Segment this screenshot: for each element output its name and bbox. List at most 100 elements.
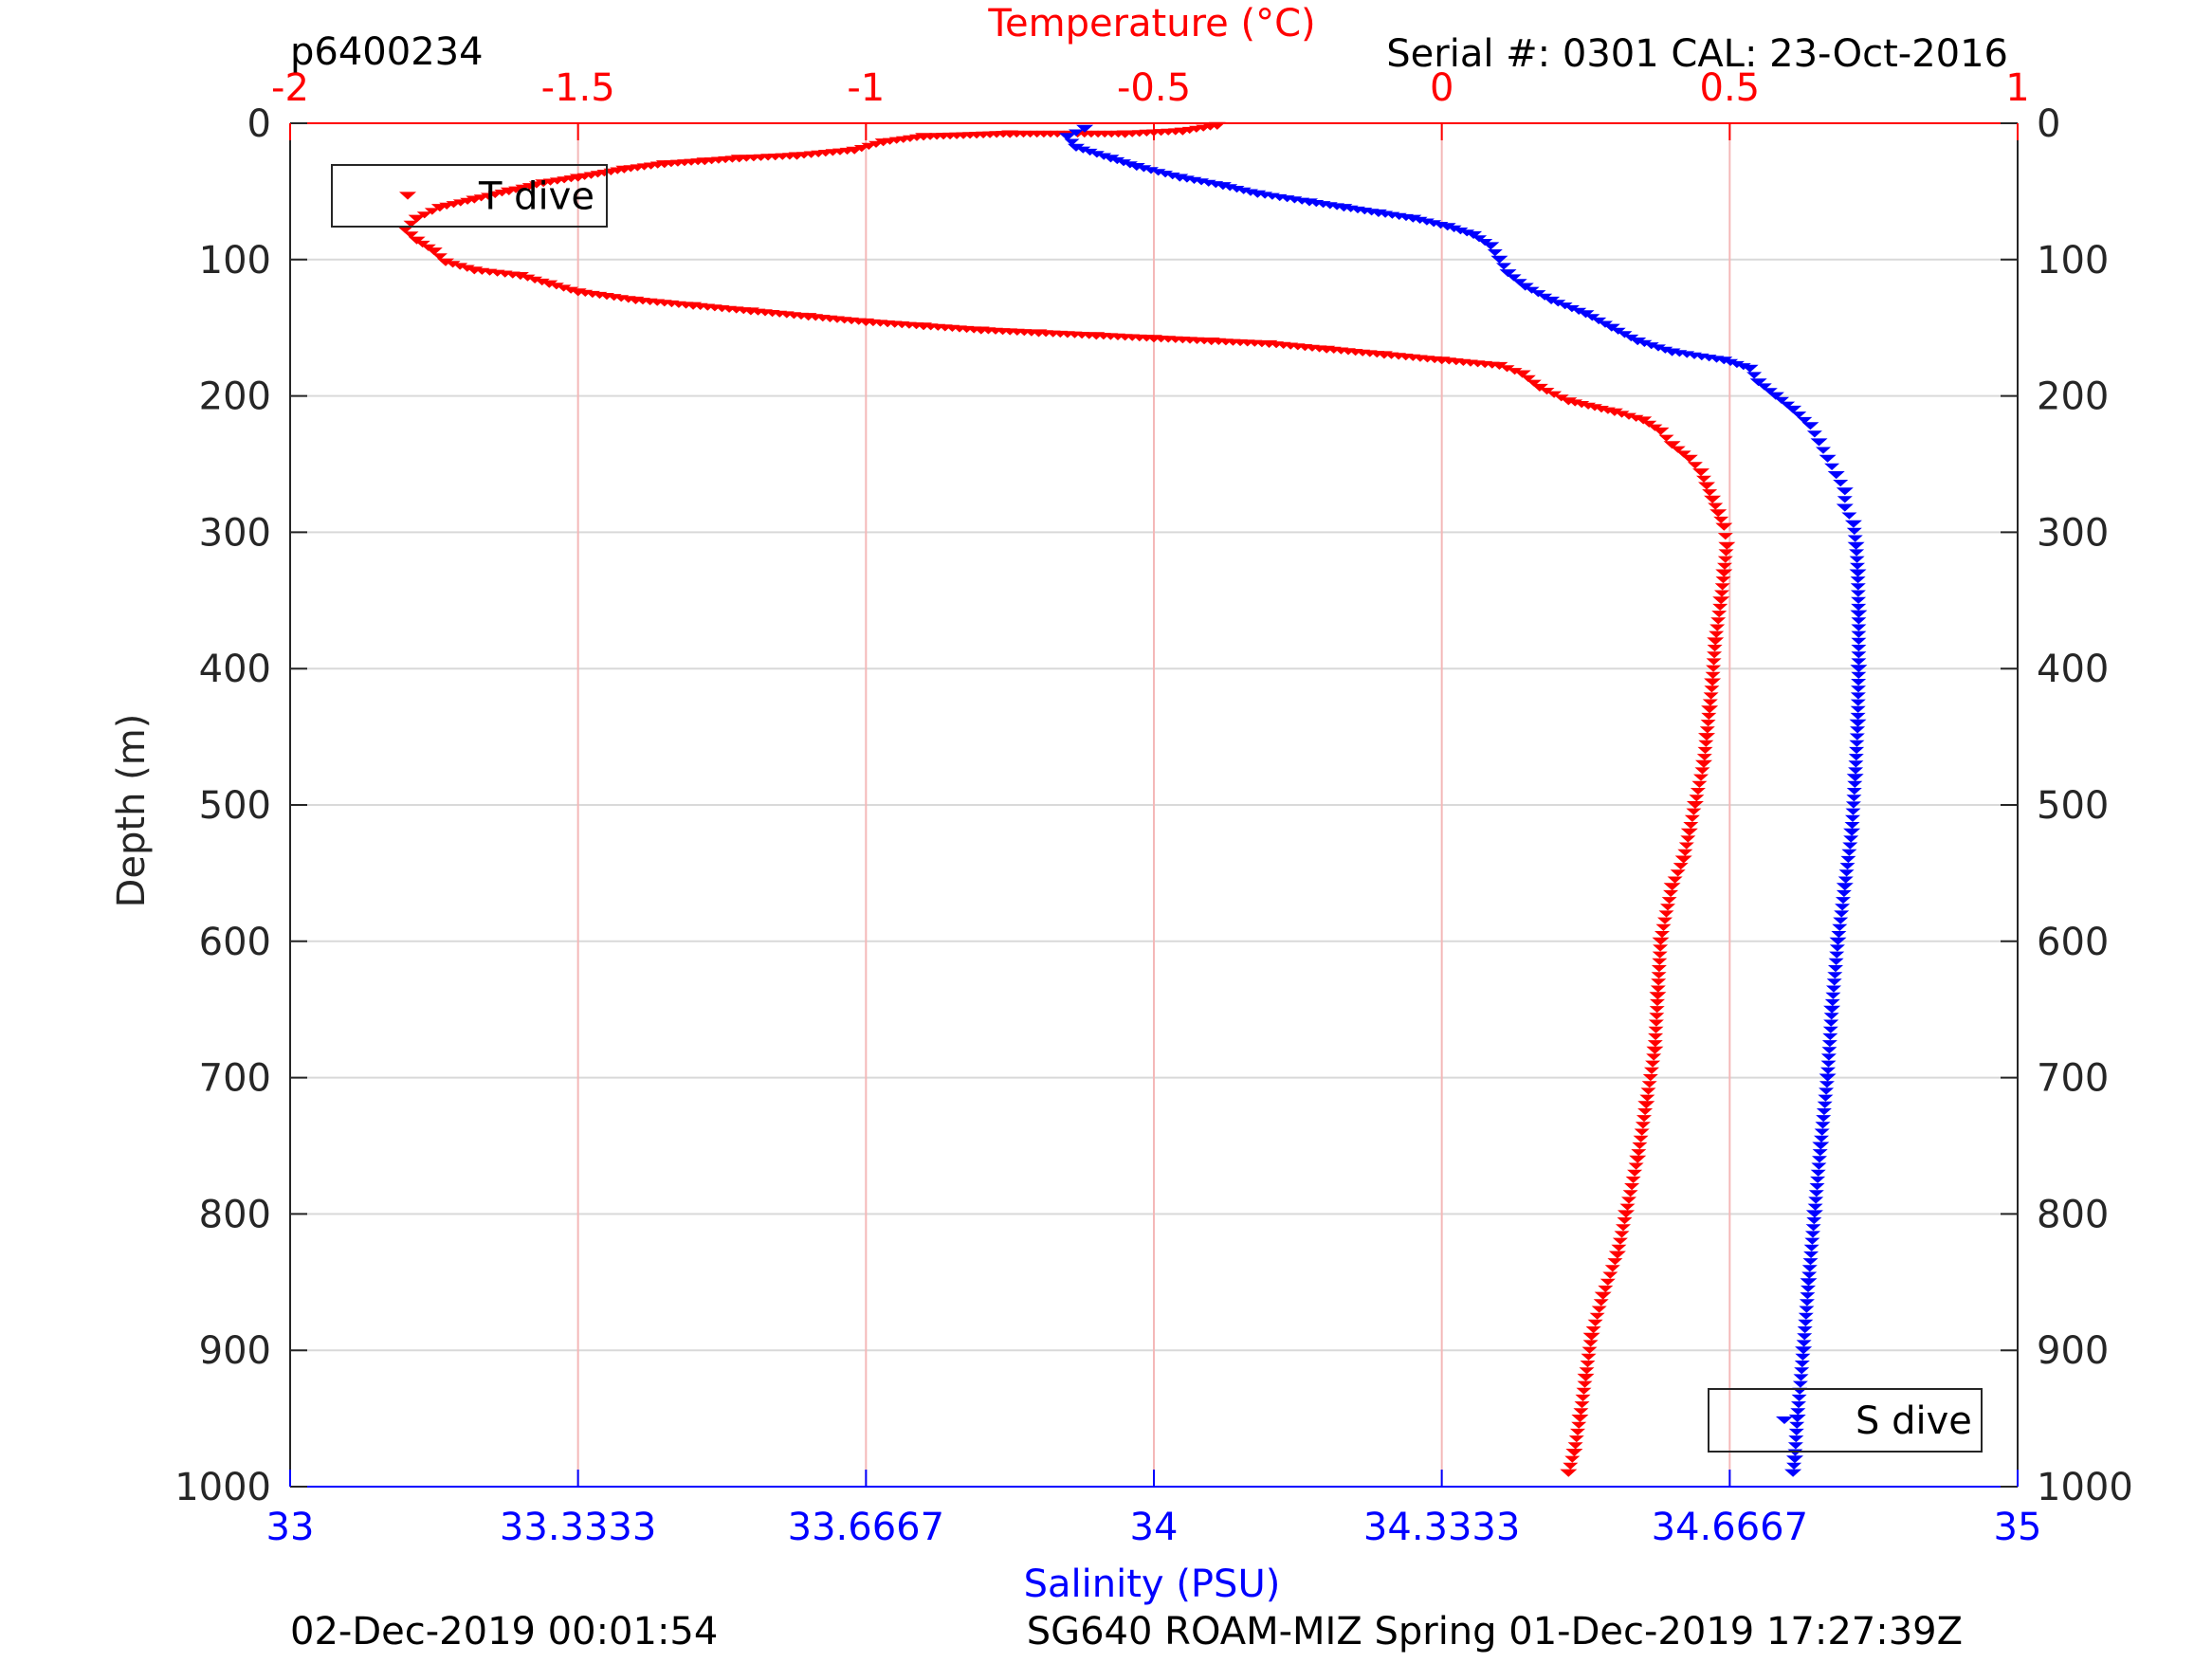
depth-tick-label-right: 1000 [2037,1466,2133,1509]
temperature-point [1699,726,1715,734]
salinity-point [1848,760,1864,768]
temperature-point [1673,863,1689,870]
salinity-point [1829,937,1847,945]
temperature-point [1499,365,1515,373]
series-layer [396,121,1868,1477]
temperature-point [1624,1183,1640,1191]
salinity-point [1849,569,1867,577]
temperature-tick-label: -0.5 [1117,66,1191,110]
temperature-point [424,208,440,215]
depth-tick-label-right: 400 [2037,648,2109,691]
salinity-point [1789,1421,1805,1429]
salinity-point [1833,917,1849,924]
temperature-point [1658,910,1674,918]
salinity-point [1793,1374,1809,1381]
temperature-point [1587,1319,1603,1326]
depth-tick-label-right: 100 [2037,239,2109,283]
temperature-point [1718,541,1736,550]
salinity-point [1811,1162,1827,1170]
temperature-point [1710,617,1727,625]
salinity-point [1801,1271,1818,1279]
temperature-tick-label: 1 [2005,66,2029,110]
salinity-point [1543,296,1561,304]
salinity-point [1819,1087,1835,1095]
temperature-point [1696,475,1711,483]
temperature-point [1651,978,1667,986]
depth-tick-label-right: 800 [2037,1193,2109,1236]
salinity-point [1814,1135,1829,1142]
salinity-point [1850,590,1866,597]
temperature-point [1641,1081,1657,1088]
salinity-point [1102,155,1120,163]
salinity-point [1816,1115,1832,1123]
temperature-point [1708,503,1724,510]
temperature-point [1700,720,1716,727]
temperature-point [1628,1162,1644,1170]
salinity-point [1806,430,1822,438]
salinity-point [1850,576,1866,584]
salinity-point [1851,645,1867,652]
temperature-point [1627,1169,1643,1177]
temperature-point [1707,651,1723,659]
temperature-point [1709,624,1726,631]
temperature-point [1717,556,1733,563]
temperature-point [1648,1019,1664,1027]
salinity-point [1746,372,1763,379]
temperature-point [1577,1380,1593,1388]
salinity-legend-marker [1776,1416,1793,1424]
temperature-point [1616,1224,1631,1232]
temperature-point [1580,1361,1596,1368]
salinity-point [1827,471,1845,480]
temperature-point [1581,1353,1597,1361]
temperature-point [1600,1278,1616,1286]
temperature-point [1714,583,1730,591]
temperature-point [1563,1462,1579,1470]
temperature-point [1658,434,1674,442]
timestamp-label: 02-Dec-2019 00:01:54 [290,1610,718,1654]
temperature-point [1689,795,1705,802]
temperature-point [1652,937,1670,945]
temperature-point [1637,1101,1655,1109]
salinity-point [1810,438,1828,447]
salinity-point [1822,1033,1838,1041]
temperature-point [1713,516,1729,524]
salinity-point [1814,1128,1830,1136]
temperature-point [1641,420,1657,428]
temperature-point [1621,412,1636,420]
temperature-point [1634,1128,1650,1136]
temperature-point [1709,509,1728,518]
legend-box [1708,1388,1983,1453]
salinity-point [1851,679,1867,686]
temperature-point [1640,1087,1656,1095]
salinity-point [1127,163,1145,172]
salinity-point [1846,527,1862,535]
temperature-point [1694,767,1710,775]
salinity-point [1851,596,1867,604]
temperature-point [1589,1312,1605,1320]
temperature-tick-label: 0.5 [1700,66,1761,110]
salinity-point [1831,931,1847,939]
temperature-point [1648,1026,1664,1033]
salinity-point [1836,889,1852,898]
temperature-point [1680,828,1698,836]
temperature-point [1621,1197,1636,1204]
temperature-point [1680,454,1698,463]
temperature-point [1575,1394,1591,1402]
temperature-point [425,247,443,256]
temperature-point [1560,397,1578,406]
temperature-point [1618,1210,1635,1218]
temperature-legend-label: T dive [478,175,594,219]
salinity-point [1715,356,1733,365]
salinity-point [1851,624,1867,631]
temperature-tick-label: -2 [271,66,309,110]
salinity-point [1487,249,1503,257]
temperature-point [1649,1013,1665,1020]
salinity-point [1516,283,1534,291]
salinity-point [1800,1278,1818,1287]
salinity-point [1741,364,1759,373]
salinity-point [1143,167,1159,174]
temperature-point [1702,489,1718,497]
temperature-point [1637,1108,1654,1116]
salinity-point [1821,1047,1837,1054]
salinity-point [1850,712,1866,721]
